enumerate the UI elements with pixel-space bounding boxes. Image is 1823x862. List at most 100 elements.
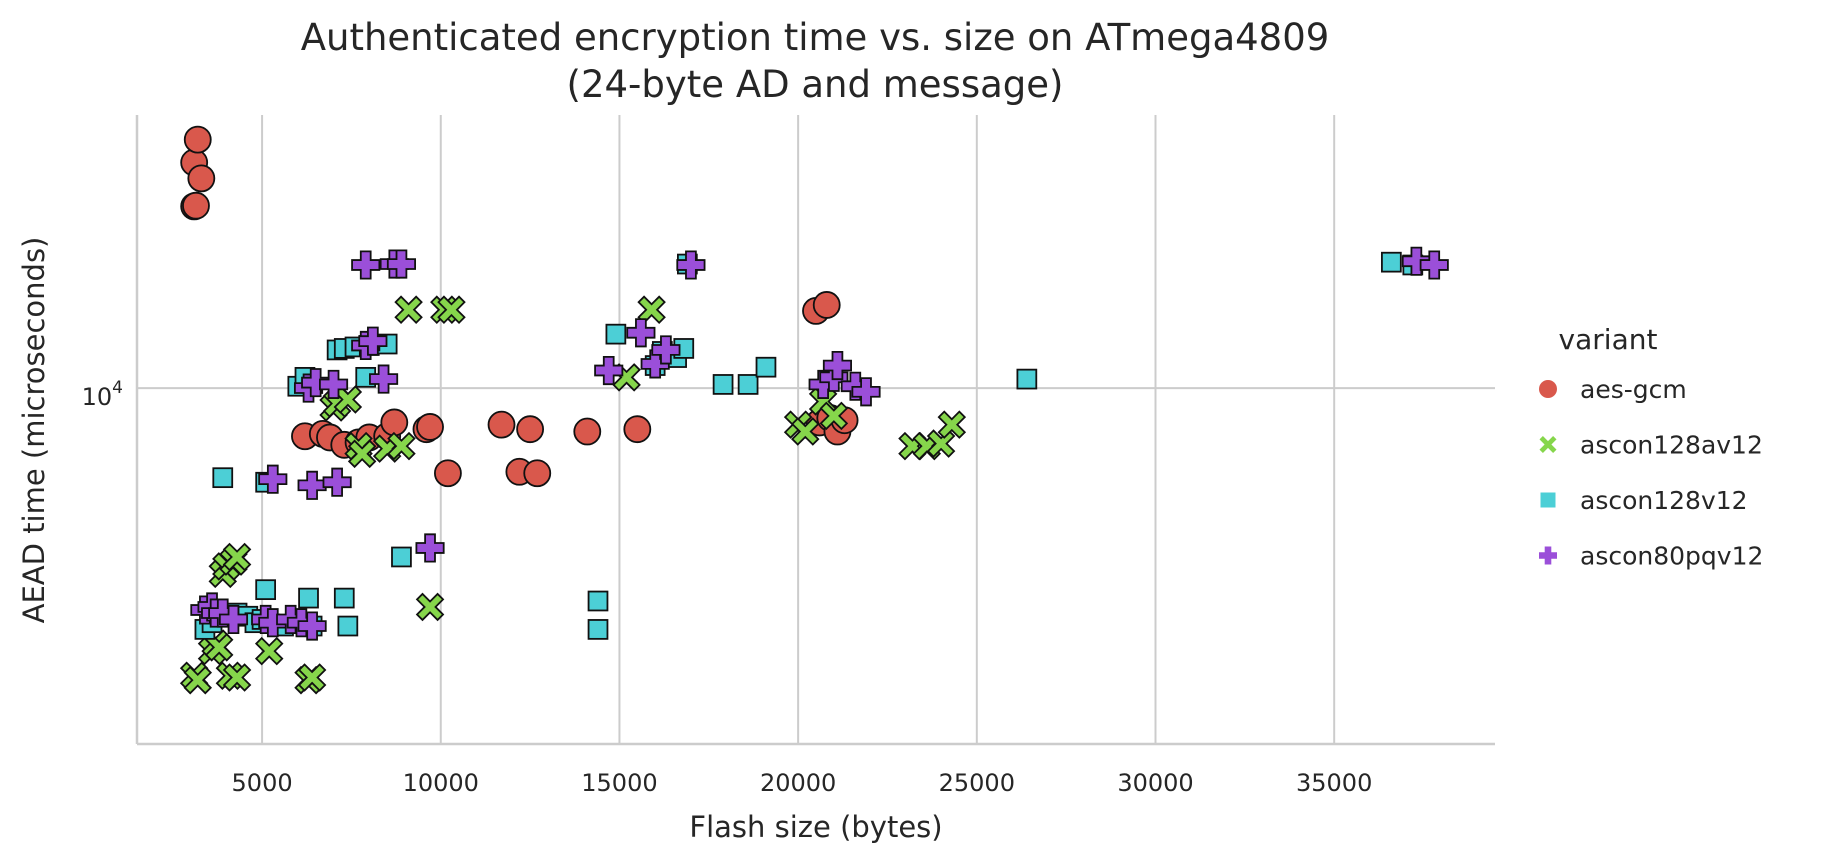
data-point-ascon80pqv12 — [822, 351, 852, 381]
data-point-ascon128av12 — [387, 431, 416, 461]
legend-title: variant — [1559, 323, 1658, 356]
data-point-ascon128av12 — [937, 410, 967, 439]
data-point-ascon128v12 — [337, 615, 359, 637]
data-point-ascon80pqv12 — [322, 467, 352, 497]
data-point-ascon128av12 — [222, 663, 252, 692]
y-tick-labels: 104 — [82, 378, 123, 411]
legend-marker-ascon80pqv12 — [1539, 546, 1557, 565]
data-point-ascon128av12 — [791, 417, 820, 446]
data-point-ascon128v12 — [298, 587, 319, 609]
x-tick-labels: 5000 10000 15000 20000 25000 30000 35000 — [232, 769, 1373, 797]
data-point-ascon128av12 — [394, 295, 423, 324]
data-point-ascon128v12 — [755, 356, 777, 378]
data-point-ascon80pqv12 — [369, 364, 399, 394]
data-point-ascon128av12 — [437, 295, 466, 324]
series-ascon80pqv12 — [190, 246, 1449, 641]
data-point-ascon128v12 — [255, 579, 277, 601]
data-point-aes-gcm — [434, 459, 462, 488]
data-point-aes-gcm — [380, 408, 409, 437]
data-point-aes-gcm — [183, 125, 212, 154]
data-point-ascon80pqv12 — [319, 369, 349, 399]
data-point-ascon80pqv12 — [297, 611, 327, 641]
x-tick-label: 20000 — [760, 769, 836, 797]
data-point-ascon128av12 — [183, 665, 213, 695]
legend-label-ascon80pqv12: ascon80pqv12 — [1580, 542, 1763, 571]
legend-marker-ascon128v12 — [1540, 492, 1556, 508]
data-point-ascon80pqv12 — [415, 533, 445, 563]
data-point-aes-gcm — [182, 191, 210, 220]
data-point-ascon80pqv12 — [386, 249, 417, 279]
data-point-ascon128av12 — [222, 542, 252, 572]
data-point-aes-gcm — [416, 413, 444, 441]
x-tick-label: 25000 — [939, 769, 1015, 797]
data-point-ascon128v12 — [605, 323, 627, 345]
data-point-ascon128v12 — [391, 546, 412, 568]
data-point-ascon80pqv12 — [676, 250, 706, 280]
data-point-aes-gcm — [487, 410, 516, 439]
data-point-ascon128av12 — [347, 439, 377, 469]
legend: variant aes-gcm ascon128av12 ascon128v12 as… — [1539, 323, 1763, 571]
data-point-ascon80pqv12 — [358, 326, 388, 356]
data-point-ascon80pqv12 — [594, 355, 624, 386]
data-point-aes-gcm — [187, 164, 216, 193]
data-point-aes-gcm — [523, 459, 552, 488]
data-point-ascon128v12 — [587, 619, 609, 640]
series-aes-gcm — [180, 125, 859, 488]
data-point-ascon80pqv12 — [351, 250, 381, 280]
data-point-ascon128av12 — [297, 663, 327, 692]
legend-item-aes-gcm: aes-gcm — [1539, 375, 1687, 404]
data-point-aes-gcm — [573, 417, 602, 446]
legend-item-ascon80pqv12: ascon80pqv12 — [1539, 542, 1763, 571]
data-point-aes-gcm — [623, 415, 652, 444]
data-point-ascon128v12 — [1381, 251, 1402, 273]
data-point-ascon80pqv12 — [258, 464, 288, 494]
data-point-ascon128av12 — [926, 429, 956, 458]
x-tick-label: 30000 — [1117, 769, 1193, 797]
x-axis-label: Flash size (bytes) — [689, 810, 942, 844]
axis-spines — [135, 115, 1495, 746]
chart-title-line-2: (24-byte AD and message) — [567, 63, 1064, 106]
legend-item-ascon128av12: ascon128av12 — [1539, 431, 1763, 460]
legend-label-aes-gcm: aes-gcm — [1580, 375, 1687, 404]
data-point-ascon128v12 — [1016, 368, 1038, 390]
x-tick-label: 5000 — [232, 769, 293, 797]
data-point-ascon128av12 — [204, 633, 234, 662]
legend-label-ascon128v12: ascon128v12 — [1580, 486, 1748, 515]
legend-item-ascon128v12: ascon128v12 — [1540, 486, 1748, 515]
data-point-ascon80pqv12 — [1401, 246, 1431, 276]
data-point-ascon128v12 — [737, 374, 759, 395]
data-point-aes-gcm — [812, 291, 841, 319]
legend-label-ascon128av12: ascon128av12 — [1580, 431, 1763, 460]
data-point-ascon128av12 — [415, 592, 445, 622]
data-point-ascon128av12 — [254, 636, 284, 666]
y-axis-label: AEAD time (microseconds) — [17, 237, 51, 624]
data-point-ascon128v12 — [587, 590, 609, 612]
data-point-ascon128av12 — [333, 385, 363, 414]
data-point-ascon128av12 — [637, 295, 666, 324]
data-point-ascon80pqv12 — [218, 604, 249, 634]
data-points — [179, 125, 1449, 695]
data-point-ascon128v12 — [333, 587, 355, 609]
data-point-ascon80pqv12 — [297, 470, 327, 500]
legend-marker-ascon128av12 — [1539, 436, 1557, 453]
data-point-ascon128av12 — [819, 401, 849, 431]
x-tick-label: 35000 — [1296, 769, 1372, 797]
data-point-ascon80pqv12 — [651, 335, 681, 365]
gridlines — [137, 115, 1495, 744]
data-point-ascon80pqv12 — [851, 377, 881, 407]
data-point-ascon128v12 — [212, 467, 234, 489]
x-tick-label: 10000 — [403, 769, 479, 797]
series-ascon128av12 — [179, 295, 967, 695]
y-tick-label-10000: 104 — [82, 378, 123, 411]
legend-items: aes-gcm ascon128av12 ascon128v12 ascon80pqv… — [1539, 375, 1763, 571]
data-point-ascon80pqv12 — [1419, 250, 1449, 280]
x-tick-label: 15000 — [581, 769, 657, 797]
data-point-aes-gcm — [516, 415, 545, 444]
chart-title-line-1: Authenticated encryption time vs. size o… — [301, 16, 1330, 59]
data-point-ascon80pqv12 — [626, 318, 656, 348]
data-point-ascon128v12 — [712, 374, 734, 395]
data-point-ascon80pqv12 — [301, 368, 331, 398]
legend-marker-aes-gcm — [1539, 380, 1557, 398]
